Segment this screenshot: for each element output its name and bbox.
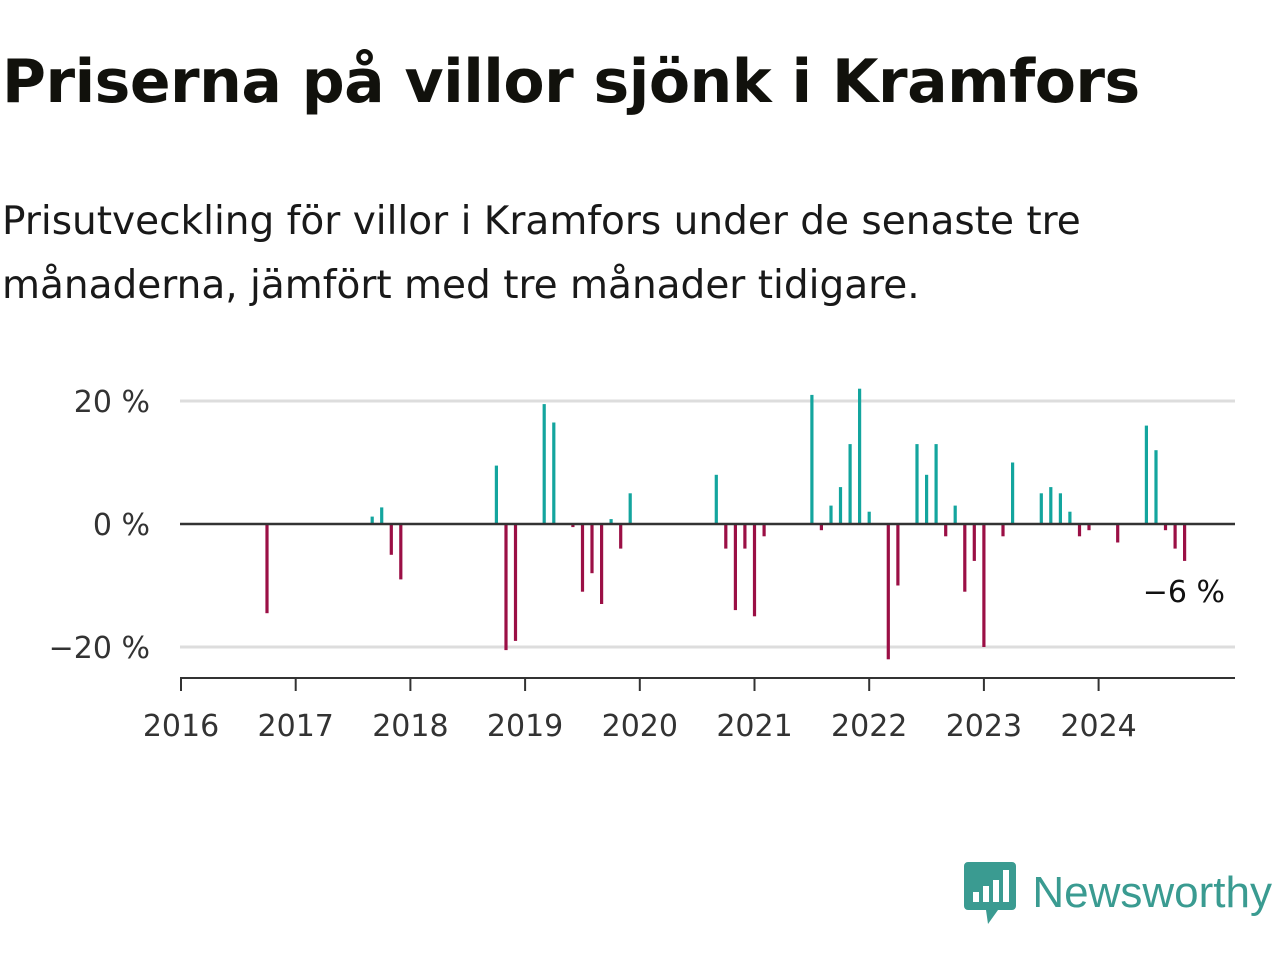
x-tick-label: 2023 [946,709,1022,744]
bar [972,524,976,561]
axes [180,522,1235,691]
x-tick-label: 2017 [258,709,334,744]
x-tick-label: 2024 [1060,709,1136,744]
bar [1144,425,1148,524]
bar-chart-icon [964,862,1017,924]
y-tick-label: −20 % [49,631,150,666]
x-tick-label: 2022 [831,709,907,744]
brand-name: Newsworthy [1032,868,1272,917]
bar [733,524,737,611]
bar [925,474,929,524]
bar [810,394,814,525]
bar [1163,524,1168,531]
bar [1011,462,1015,524]
bar [752,524,757,617]
bar [1087,524,1091,531]
bar [580,524,585,592]
end-value-label: −6 % [1143,575,1225,610]
bar [982,524,986,647]
x-tick-label: 2016 [143,709,219,744]
bar [1058,493,1062,525]
y-tick-label: 20 % [74,385,150,420]
bar [1039,493,1043,525]
y-tick-label: 0 % [93,508,150,543]
bar [542,404,546,524]
bar [867,511,871,524]
bar [915,444,919,525]
bar [619,524,623,549]
bar [389,524,393,555]
bar [600,524,604,604]
bar [1173,524,1177,549]
bar-chart: 20 % 0 % −20 % 2016 2017 2018 2019 2020 2021 202… [49,385,1235,744]
bar [819,524,823,531]
bar [571,524,575,528]
x-axis-labels: 2016 2017 2018 2019 2020 2021 2022 2023 2024 [143,709,1137,744]
chart-subtitle: Prisutveckling för villor i Kramfors und… [2,199,1081,308]
bar [762,524,766,537]
bar [380,507,384,524]
bar [944,524,948,537]
x-tick-label: 2018 [372,709,448,744]
bar [552,422,556,524]
bar [1049,487,1053,524]
bar [714,474,718,524]
x-tick-label: 2020 [602,709,678,744]
x-tick-label: 2021 [716,709,792,744]
bar [886,524,890,660]
bar [1116,524,1120,543]
bar [896,524,900,586]
bar [504,524,508,651]
chart-title: Priserna på villor sjönk i Kramfors [2,47,1140,117]
bar [513,524,518,641]
gridlines [180,399,1235,649]
bar [858,388,862,524]
bar [609,519,613,524]
bar [399,524,403,580]
bar [724,524,728,549]
x-tick-label: 2019 [487,709,563,744]
bar [590,524,594,574]
newsworthy-logo: Newsworthy [964,862,1272,924]
bar [934,444,938,525]
y-axis-labels: 20 % 0 % −20 % [49,385,150,666]
bar [963,524,967,592]
bar [370,516,374,524]
bar [743,524,747,549]
bar [628,493,632,525]
bar [848,444,852,525]
bar [494,465,498,524]
bar [838,487,843,524]
bar [1068,511,1072,524]
bar [953,505,957,525]
bar [1077,524,1082,537]
bar [1154,450,1158,524]
bar [829,505,833,525]
bars [265,388,1187,660]
bar [265,524,269,614]
bar [1001,524,1005,537]
bar [1183,524,1187,561]
